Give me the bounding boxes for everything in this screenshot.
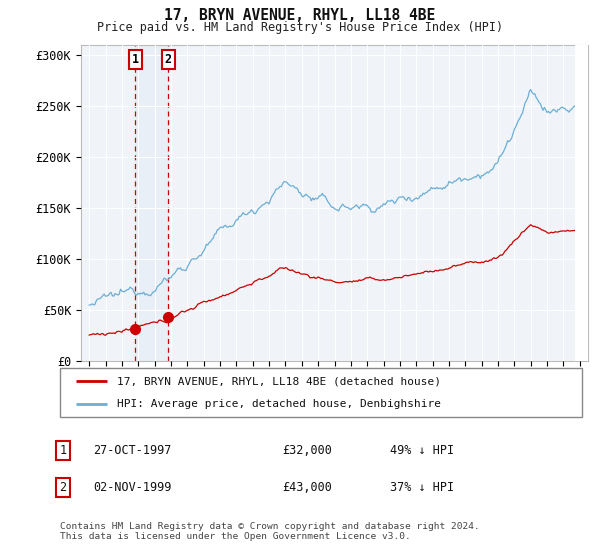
Text: 02-NOV-1999: 02-NOV-1999 xyxy=(93,480,172,494)
Text: £32,000: £32,000 xyxy=(282,444,332,458)
FancyBboxPatch shape xyxy=(60,368,582,417)
Text: 2: 2 xyxy=(59,480,67,494)
Text: 1: 1 xyxy=(132,53,139,66)
Text: 49% ↓ HPI: 49% ↓ HPI xyxy=(390,444,454,458)
Text: 1: 1 xyxy=(59,444,67,458)
Text: 2: 2 xyxy=(165,53,172,66)
Text: £43,000: £43,000 xyxy=(282,480,332,494)
Text: 17, BRYN AVENUE, RHYL, LL18 4BE: 17, BRYN AVENUE, RHYL, LL18 4BE xyxy=(164,8,436,24)
Bar xyxy=(135,45,169,361)
Text: 37% ↓ HPI: 37% ↓ HPI xyxy=(390,480,454,494)
Text: Price paid vs. HM Land Registry's House Price Index (HPI): Price paid vs. HM Land Registry's House … xyxy=(97,21,503,34)
Text: 17, BRYN AVENUE, RHYL, LL18 4BE (detached house): 17, BRYN AVENUE, RHYL, LL18 4BE (detache… xyxy=(118,376,442,386)
Text: 27-OCT-1997: 27-OCT-1997 xyxy=(93,444,172,458)
Bar xyxy=(575,45,588,361)
Text: HPI: Average price, detached house, Denbighshire: HPI: Average price, detached house, Denb… xyxy=(118,399,442,409)
Text: Contains HM Land Registry data © Crown copyright and database right 2024.
This d: Contains HM Land Registry data © Crown c… xyxy=(60,522,480,542)
